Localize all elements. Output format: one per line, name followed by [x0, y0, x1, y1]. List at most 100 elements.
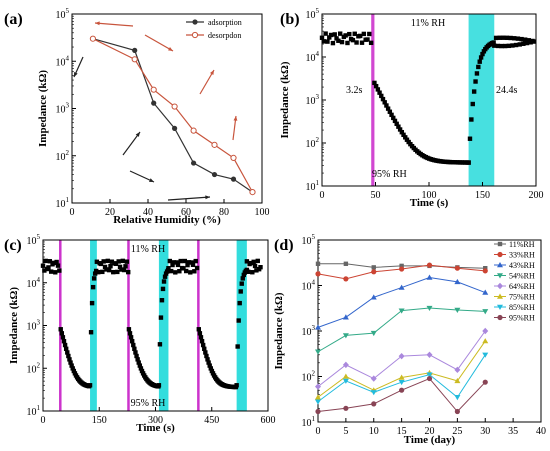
- panel-label: (b): [280, 11, 300, 28]
- y-tick-label: 104: [302, 279, 316, 293]
- data-point-85%RH: [315, 399, 321, 405]
- data-point: [113, 261, 119, 267]
- data-point: [244, 259, 250, 264]
- data-point: [117, 264, 123, 270]
- data-point: [382, 100, 387, 105]
- data-point: [89, 300, 95, 306]
- data-point-95%RH: [315, 408, 321, 415]
- x-tick-label: 0: [70, 207, 75, 218]
- data-point-adsorption: [211, 171, 218, 178]
- data-point: [132, 346, 137, 352]
- data-point: [182, 258, 188, 264]
- legend-label: adsorption: [208, 18, 242, 27]
- data-point-64%RH: [342, 361, 349, 369]
- data-point-64%RH: [454, 366, 461, 374]
- data-point: [334, 36, 339, 41]
- data-point: [111, 269, 116, 275]
- data-point: [379, 93, 384, 99]
- data-point-95%RH: [482, 379, 488, 385]
- legend-label: desorpdon: [208, 31, 241, 40]
- data-point: [133, 350, 138, 355]
- data-point: [250, 270, 255, 275]
- arrow-brown-left: [94, 22, 134, 27]
- data-point: [466, 160, 471, 165]
- data-point: [354, 40, 359, 45]
- data-point-85%RH: [426, 372, 433, 378]
- legend-label: 33%RH: [509, 251, 535, 260]
- series-line-54%RH: [317, 307, 486, 353]
- data-point: [40, 263, 46, 268]
- legend-marker-11%RH: [497, 241, 503, 247]
- arrow-brown-left-head: [95, 21, 100, 26]
- series-line-adsorption: [92, 38, 253, 193]
- x-tick-label: 40: [143, 207, 153, 218]
- data-point: [109, 259, 115, 264]
- data-point: [476, 64, 481, 70]
- data-point: [58, 327, 63, 332]
- panel-label: (c): [4, 237, 22, 254]
- data-point: [207, 363, 212, 368]
- x-tick-label: 100: [422, 190, 437, 201]
- panel-a: 0 20 40 60 80 100 101 102 103 104 105 (a) Relative H…: [4, 7, 270, 226]
- data-point: [328, 32, 334, 38]
- data-point: [206, 360, 211, 365]
- arrow-brown-up-right: [199, 69, 215, 95]
- data-point: [137, 363, 143, 368]
- data-point-75%RH: [342, 373, 349, 379]
- data-point: [129, 339, 135, 344]
- data-point: [234, 383, 239, 388]
- data-point: [204, 353, 209, 359]
- data-point-11%RH: [399, 263, 404, 269]
- data-point-85%RH: [342, 378, 349, 384]
- x-tick-label: 35: [508, 426, 518, 437]
- data-point: [471, 89, 477, 94]
- y-tick-label: 102: [56, 149, 70, 163]
- data-point: [361, 31, 367, 37]
- arrow-black-down-right-head: [149, 178, 154, 182]
- data-point: [252, 263, 258, 269]
- data-point: [208, 366, 213, 371]
- y-tick-label: 101: [56, 196, 70, 210]
- data-point: [57, 268, 62, 273]
- data-point: [343, 33, 348, 38]
- magenta-band: [371, 14, 375, 186]
- data-point: [134, 353, 139, 359]
- data-point: [65, 350, 70, 355]
- data-point: [387, 109, 393, 114]
- data-point: [192, 269, 197, 274]
- data-point: [119, 267, 124, 272]
- data-point: [337, 31, 343, 36]
- data-point: [62, 342, 68, 348]
- data-point: [98, 261, 104, 267]
- data-point: [188, 270, 193, 275]
- x-tick-label: 200: [529, 190, 544, 201]
- data-point: [238, 289, 243, 294]
- y-tick-label: 103: [306, 93, 320, 107]
- legend-marker-54%RH: [497, 273, 503, 279]
- data-point-desorpdon: [171, 103, 178, 110]
- data-point: [105, 258, 110, 264]
- data-point: [469, 117, 474, 122]
- data-point: [88, 330, 94, 335]
- data-point-75%RH: [398, 374, 405, 380]
- data-point-95%RH: [371, 401, 377, 407]
- magenta-band: [127, 240, 130, 411]
- legend-marker-85%RH: [497, 304, 503, 310]
- data-point: [367, 31, 372, 37]
- data-point: [178, 258, 183, 264]
- legend-label: 85%RH: [509, 303, 535, 312]
- x-tick-label: 0: [320, 190, 325, 201]
- data-point: [135, 357, 140, 362]
- panel-label: (a): [4, 11, 23, 28]
- data-point: [202, 346, 207, 352]
- data-point: [128, 335, 134, 340]
- data-point: [473, 79, 478, 84]
- x-tick-label: 20: [105, 207, 115, 218]
- data-point: [401, 132, 406, 138]
- data-point: [200, 342, 206, 348]
- x-tick-label: 25: [452, 426, 462, 437]
- data-point-11%RH: [315, 261, 321, 266]
- data-point: [404, 137, 410, 142]
- data-point: [403, 135, 408, 140]
- data-point: [373, 83, 379, 89]
